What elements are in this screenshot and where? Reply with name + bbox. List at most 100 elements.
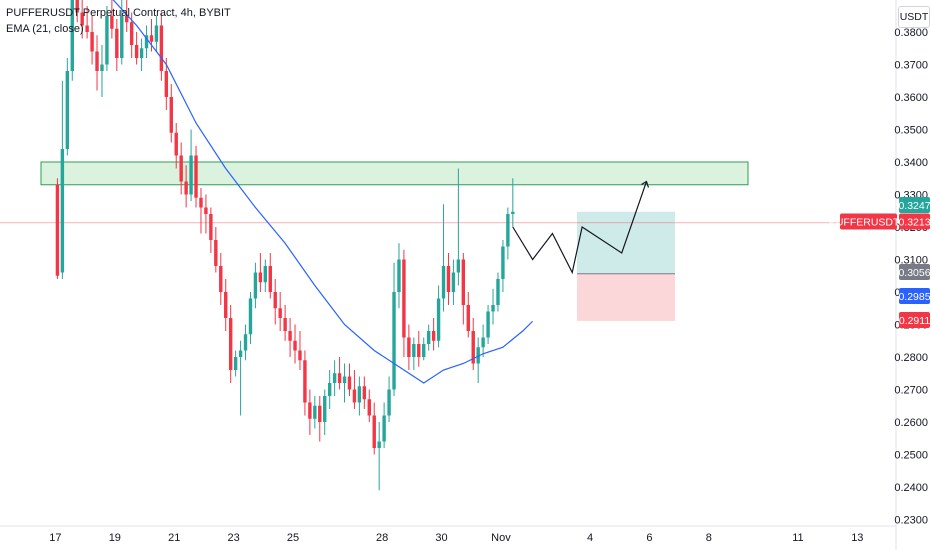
candle-body — [273, 292, 277, 309]
candle-body — [134, 45, 139, 58]
price-tick-label: 0.2500 — [894, 450, 928, 462]
candle-body — [169, 97, 173, 133]
candle-body — [139, 48, 144, 58]
candle-body — [332, 373, 337, 383]
candle-body — [149, 35, 154, 42]
candle-body — [115, 28, 119, 58]
price-tick-label: 0.2400 — [894, 482, 928, 494]
candle-body — [486, 311, 490, 338]
price-tick-label: 0.2800 — [894, 352, 928, 364]
time-tick-label: 25 — [287, 532, 299, 544]
position-target-zone — [577, 211, 675, 274]
candle-body — [129, 22, 134, 45]
candle-body — [125, 15, 129, 23]
candle-body — [466, 305, 470, 331]
candle-body — [70, 0, 74, 71]
candle-body — [154, 25, 159, 42]
candle-body — [313, 405, 317, 419]
last-price-label: 0.3213 — [898, 217, 930, 229]
candle-body — [327, 383, 332, 396]
resistance-zone — [40, 161, 749, 186]
symbol-price-tag: PUFFERUSDT.P — [829, 217, 908, 229]
price-tick-label: 0.3800 — [894, 27, 928, 39]
time-tick-label: 19 — [109, 532, 121, 544]
candle-body — [100, 64, 104, 71]
candle-body — [65, 71, 70, 149]
price-tick-label: 0.2600 — [894, 417, 928, 429]
candle-body — [164, 71, 169, 97]
position-stop-zone — [577, 273, 675, 321]
time-tick-label: 13 — [851, 532, 863, 544]
time-tick-label: 11 — [792, 532, 803, 544]
candle-body — [481, 337, 485, 348]
candle-body — [110, 15, 114, 29]
candle-body — [228, 318, 233, 370]
chart-legend: PUFFERUSDT Perpetual Contract, 4h, BYBIT… — [6, 5, 231, 37]
candle-body — [224, 292, 228, 318]
candle-body — [258, 272, 263, 283]
candle-body — [441, 266, 446, 299]
price-tick-label: 0.3400 — [894, 157, 928, 169]
candle-body — [342, 376, 347, 383]
candle-body — [337, 373, 342, 383]
candle-body — [179, 155, 183, 182]
candle-body — [506, 214, 510, 247]
candle-body — [288, 331, 292, 341]
target-price-label: 0.3247 — [898, 200, 930, 212]
time-tick-label: 28 — [376, 532, 388, 544]
currency-button[interactable]: USDT — [898, 6, 930, 28]
candle-body — [238, 350, 243, 357]
price-tick-label: 0.3600 — [894, 92, 928, 104]
candle-body — [189, 155, 193, 195]
candle-body — [426, 331, 431, 344]
candle-body — [422, 344, 426, 357]
candle-body — [347, 376, 352, 390]
candle-body — [60, 149, 65, 273]
last-price-label-bg — [899, 213, 930, 230]
price-tick-label: 0.2700 — [894, 385, 928, 397]
candle-body — [80, 12, 84, 26]
candle-body — [263, 266, 268, 283]
candle-body — [511, 211, 515, 214]
candle-body — [219, 266, 223, 292]
candle-body — [412, 344, 416, 357]
projection-arrowhead — [641, 180, 650, 188]
candle-body — [387, 389, 391, 416]
candle-body — [90, 32, 94, 52]
ema-line — [112, 0, 534, 384]
price-tick-label: 0.2300 — [894, 515, 928, 527]
candle-body — [318, 405, 322, 422]
candle-body — [55, 184, 60, 276]
symbol-title: PUFFERUSDT Perpetual Contract, 4h, BYBIT — [6, 7, 231, 19]
candle-body — [476, 347, 480, 364]
candle-body — [204, 207, 208, 214]
candle-body — [159, 25, 164, 71]
candle-body — [268, 266, 272, 292]
candle-body — [85, 25, 89, 32]
ema-price-label: 0.2985 — [898, 291, 930, 303]
candle-body — [95, 51, 99, 71]
time-tick-label: 4 — [587, 532, 593, 544]
candle-body — [357, 386, 362, 403]
candle-body — [144, 35, 149, 49]
candle-body — [303, 360, 307, 403]
candle-body — [233, 357, 238, 370]
candle-body — [174, 132, 178, 156]
candle-body — [298, 350, 302, 361]
candle-body — [243, 334, 248, 351]
time-tick-label: 6 — [646, 532, 652, 544]
candle-body — [75, 0, 79, 13]
time-tick-label: Nov — [491, 532, 511, 544]
candle-body — [362, 386, 367, 400]
candle-body — [496, 279, 500, 305]
candle-body — [120, 15, 124, 58]
candle-body — [253, 272, 258, 299]
symbol-price-tag-bg — [840, 213, 897, 230]
candle-body — [407, 337, 411, 357]
candle-body — [446, 266, 451, 292]
candle-body — [461, 259, 466, 305]
candle-body — [372, 415, 376, 448]
time-tick-label: 17 — [49, 532, 61, 544]
entry-price-label: 0.3056 — [898, 267, 930, 279]
